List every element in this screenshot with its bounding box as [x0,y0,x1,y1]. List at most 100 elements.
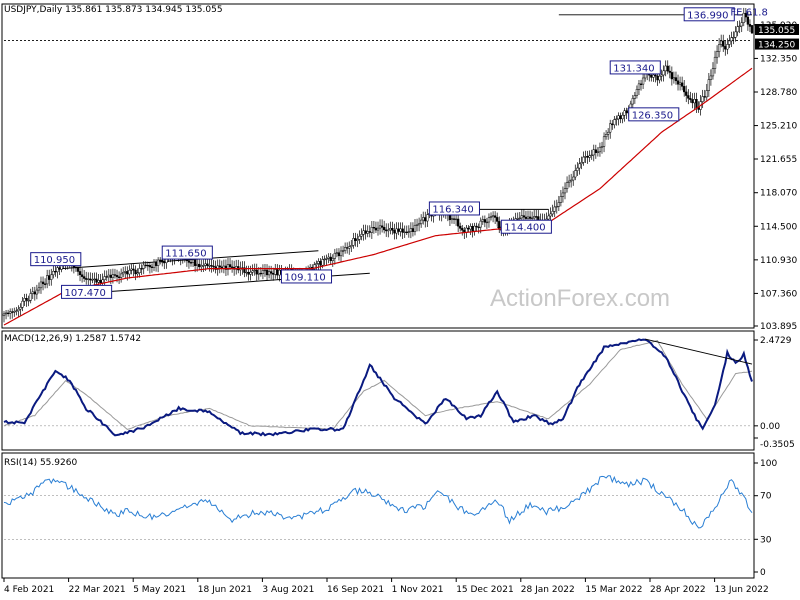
candle-body [150,266,154,268]
candle-body [29,293,32,301]
candle-body [676,80,680,85]
candle-body [483,219,487,223]
candle-body [202,265,205,267]
candle-body [265,269,269,276]
candle-body [393,230,396,234]
candle-body [578,163,581,169]
candle-body [161,259,164,263]
candle-body [493,215,497,218]
candle-body [251,270,254,273]
candle-body [89,278,92,281]
candle-body [74,266,78,269]
candle-body [350,245,353,247]
candle-body [23,298,26,302]
x-tick-label-8: 28 Jan 2022 [521,585,575,595]
candle-body [119,273,123,278]
candle-body [35,289,39,295]
x-tick-label-10: 28 Apr 2022 [650,585,706,595]
x-tick-label-1: 22 Mar 2021 [69,585,126,595]
candle-body [576,167,579,171]
candle-body [91,279,94,281]
candle-body [668,70,671,73]
candle-body [341,250,345,252]
candle-body [658,75,661,81]
candle-body [742,12,745,23]
price-tag-label-0: 135.055 [758,26,795,36]
macd-header: MACD(12,26,9) 1.2587 1.5742 [4,334,142,344]
candle-body [267,271,271,276]
candle-body [335,252,339,254]
candle-body [391,228,394,231]
candle-body [456,218,460,227]
candle-body [358,235,361,240]
candle-body [216,265,219,270]
candle-body [600,146,604,148]
candle-body [615,118,618,120]
x-tick-label-2: 5 May 2021 [133,585,186,595]
rsi-tick-label-3: 0 [760,568,766,578]
candle-body [524,216,528,219]
candle-body [748,24,752,27]
candle-body [189,262,193,264]
annot-110950-label: 110.950 [34,255,75,266]
candle-body [206,263,209,266]
candle-body [750,25,754,34]
candle-body [563,188,567,194]
macd-tick-label-1: 0.00 [760,422,780,432]
annot-114400-label: 114.400 [504,223,545,234]
candle-body [664,65,667,72]
price-tick-label-6: 125.210 [760,122,797,132]
candle-body [387,229,390,232]
candle-body [487,217,491,223]
x-tick-label-11: 13 Jun 2022 [715,585,769,595]
candle-body [526,216,530,219]
candle-body [259,272,263,275]
candle-body [82,276,86,279]
candle-body [617,115,620,120]
candle-body [613,119,616,126]
price-panel-frame [1,3,755,329]
candle-body [413,224,417,232]
candle-body [711,68,715,77]
candle-body [13,311,16,313]
x-tick-label-3: 18 Jun 2021 [198,585,252,595]
candle-body [362,230,365,235]
candle-body [93,278,96,281]
candle-body [348,246,351,249]
candle-body [641,77,645,85]
macd-tick-label-0: 2.4729 [760,336,792,346]
candle-body [21,300,24,308]
candle-body [609,123,612,133]
candle-body [27,300,30,302]
candle-body [200,265,203,268]
candle-body [623,110,626,116]
candle-body [697,107,700,110]
candle-body [715,51,719,58]
candle-body [717,44,721,52]
candle-body [115,275,119,278]
candle-body [734,31,737,38]
candle-body [218,265,221,268]
candle-body [333,252,336,259]
candle-body [46,275,49,285]
x-tick-label-9: 15 Mar 2022 [585,585,642,595]
candle-body [78,271,82,275]
x-tick-label-7: 15 Dec 2021 [456,585,514,595]
candle-body [327,256,330,259]
candle-body [208,265,211,267]
candle-body [744,12,747,18]
price-tick-label-1: 107.360 [760,289,797,299]
candle-body [321,259,324,266]
candle-body [598,146,602,153]
candle-body [257,272,260,275]
candle-body [426,214,429,222]
candle-body [255,269,258,275]
candle-body [163,261,166,264]
candle-body [693,99,696,104]
candle-body [154,261,158,266]
candle-body [198,263,201,268]
annot-111650-label: 111.650 [165,249,206,260]
candle-body [144,264,147,267]
candle-body [272,273,275,275]
candle-body [395,228,398,234]
